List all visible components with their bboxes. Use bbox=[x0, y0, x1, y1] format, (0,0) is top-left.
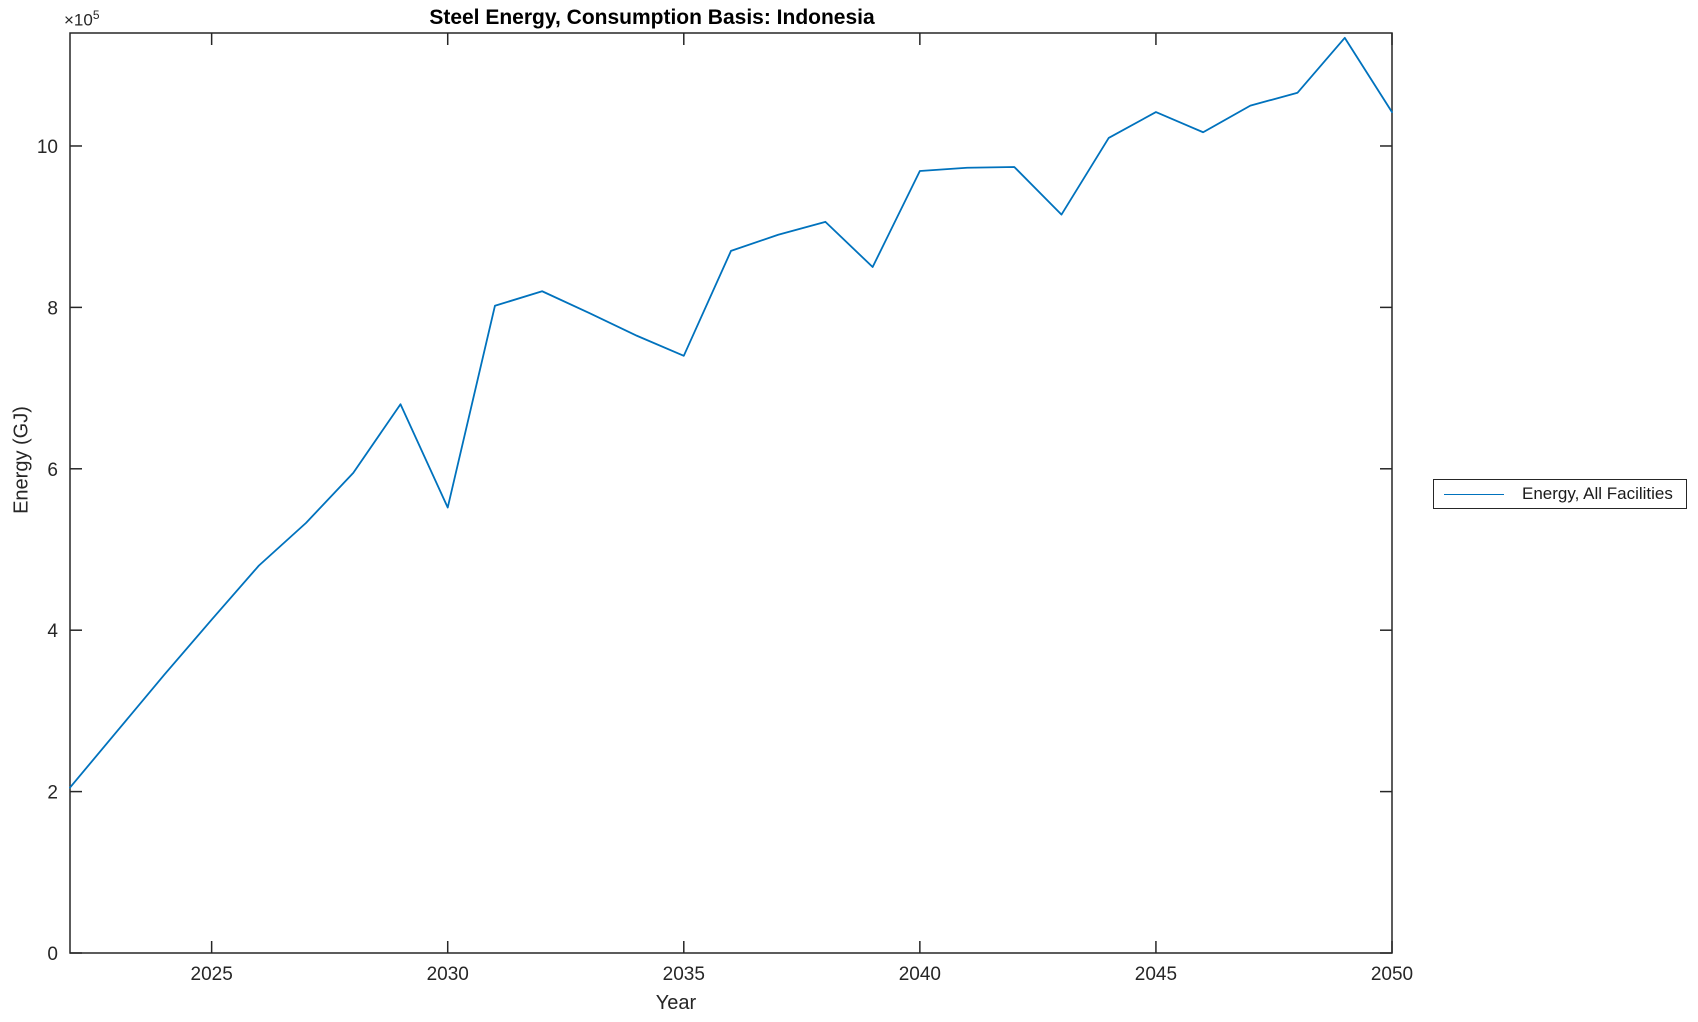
multiplier-base: ×10 bbox=[64, 10, 93, 30]
x-tick-label: 2035 bbox=[663, 964, 705, 985]
legend-line-sample bbox=[1444, 493, 1504, 495]
y-tick-label: 6 bbox=[47, 460, 58, 481]
y-tick-label: 2 bbox=[47, 783, 58, 804]
y-tick-label: 4 bbox=[47, 621, 58, 642]
x-tick-label: 2030 bbox=[427, 964, 469, 985]
x-tick-label: 2045 bbox=[1135, 964, 1177, 985]
y-tick-label: 0 bbox=[47, 944, 58, 965]
y-axis-label: Energy (GJ) bbox=[10, 406, 33, 514]
y-axis-multiplier: ×105 bbox=[64, 8, 100, 31]
x-axis-label: Year bbox=[655, 992, 697, 1014]
legend: Energy, All Facilities bbox=[1433, 479, 1687, 509]
y-tick-label: 10 bbox=[37, 137, 58, 158]
plot-box bbox=[69, 32, 1393, 954]
x-tick-label: 2025 bbox=[191, 964, 233, 985]
data-line bbox=[69, 36, 1393, 789]
chart-title: Steel Energy, Consumption Basis: Indones… bbox=[429, 6, 875, 29]
x-tick-label: 2050 bbox=[1371, 964, 1413, 985]
x-tick-label: 2040 bbox=[899, 964, 941, 985]
multiplier-exponent: 5 bbox=[92, 8, 100, 22]
legend-label: Energy, All Facilities bbox=[1522, 484, 1673, 503]
y-tick-label: 8 bbox=[47, 298, 58, 319]
